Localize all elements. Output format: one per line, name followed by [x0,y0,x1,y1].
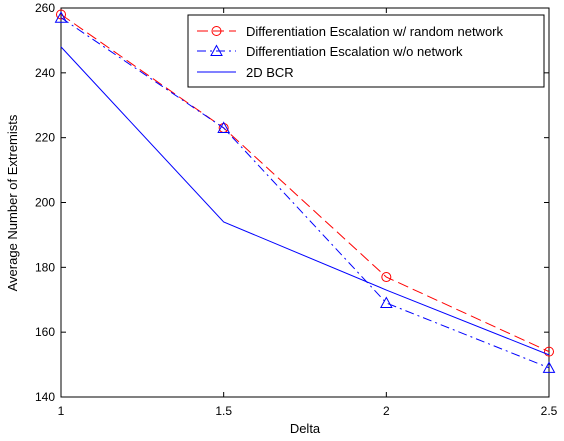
legend-marker [210,44,223,56]
series-layer [54,9,556,373]
legend-label: Differentiation Escalation w/ random net… [246,24,503,39]
data-point-marker [381,272,392,283]
x-axis-label: Delta [290,421,321,436]
y-tick-label: 160 [35,325,55,339]
data-point-marker [544,346,554,357]
legend-box [187,14,545,88]
y-tick-label: 240 [35,66,55,80]
x-tick-label: 2 [383,404,390,418]
y-tick-label: 200 [35,196,55,210]
data-point-marker [379,296,393,308]
data-point-marker [217,121,231,133]
series-line [60,17,550,369]
legend-marker [211,26,222,36]
legend: Differentiation Escalation w/ random net… [187,14,545,88]
data-point-marker [54,11,68,23]
series-line [60,14,550,353]
x-tick-label: 1.5 [215,404,232,418]
y-tick-label: 220 [35,131,55,145]
series-3 [60,46,550,356]
series-2 [54,11,556,373]
legend-label: Differentiation Escalation w/o network [246,44,463,59]
series-line [60,46,550,356]
data-point-marker [542,361,556,373]
y-axis-label: Average Number of Extremists [5,114,20,291]
y-tick-label: 180 [35,260,55,274]
data-point-marker [56,9,66,20]
axis-ticks: 1 1.5 2 2.5 140 160 180 200 220 240 260 [35,1,558,418]
y-tick-label: 260 [35,1,55,15]
x-tick-label: 1 [58,404,65,418]
x-tick-label: 2.5 [541,404,558,418]
y-tick-label: 140 [35,390,55,404]
legend-label: 2D BCR [246,65,294,80]
